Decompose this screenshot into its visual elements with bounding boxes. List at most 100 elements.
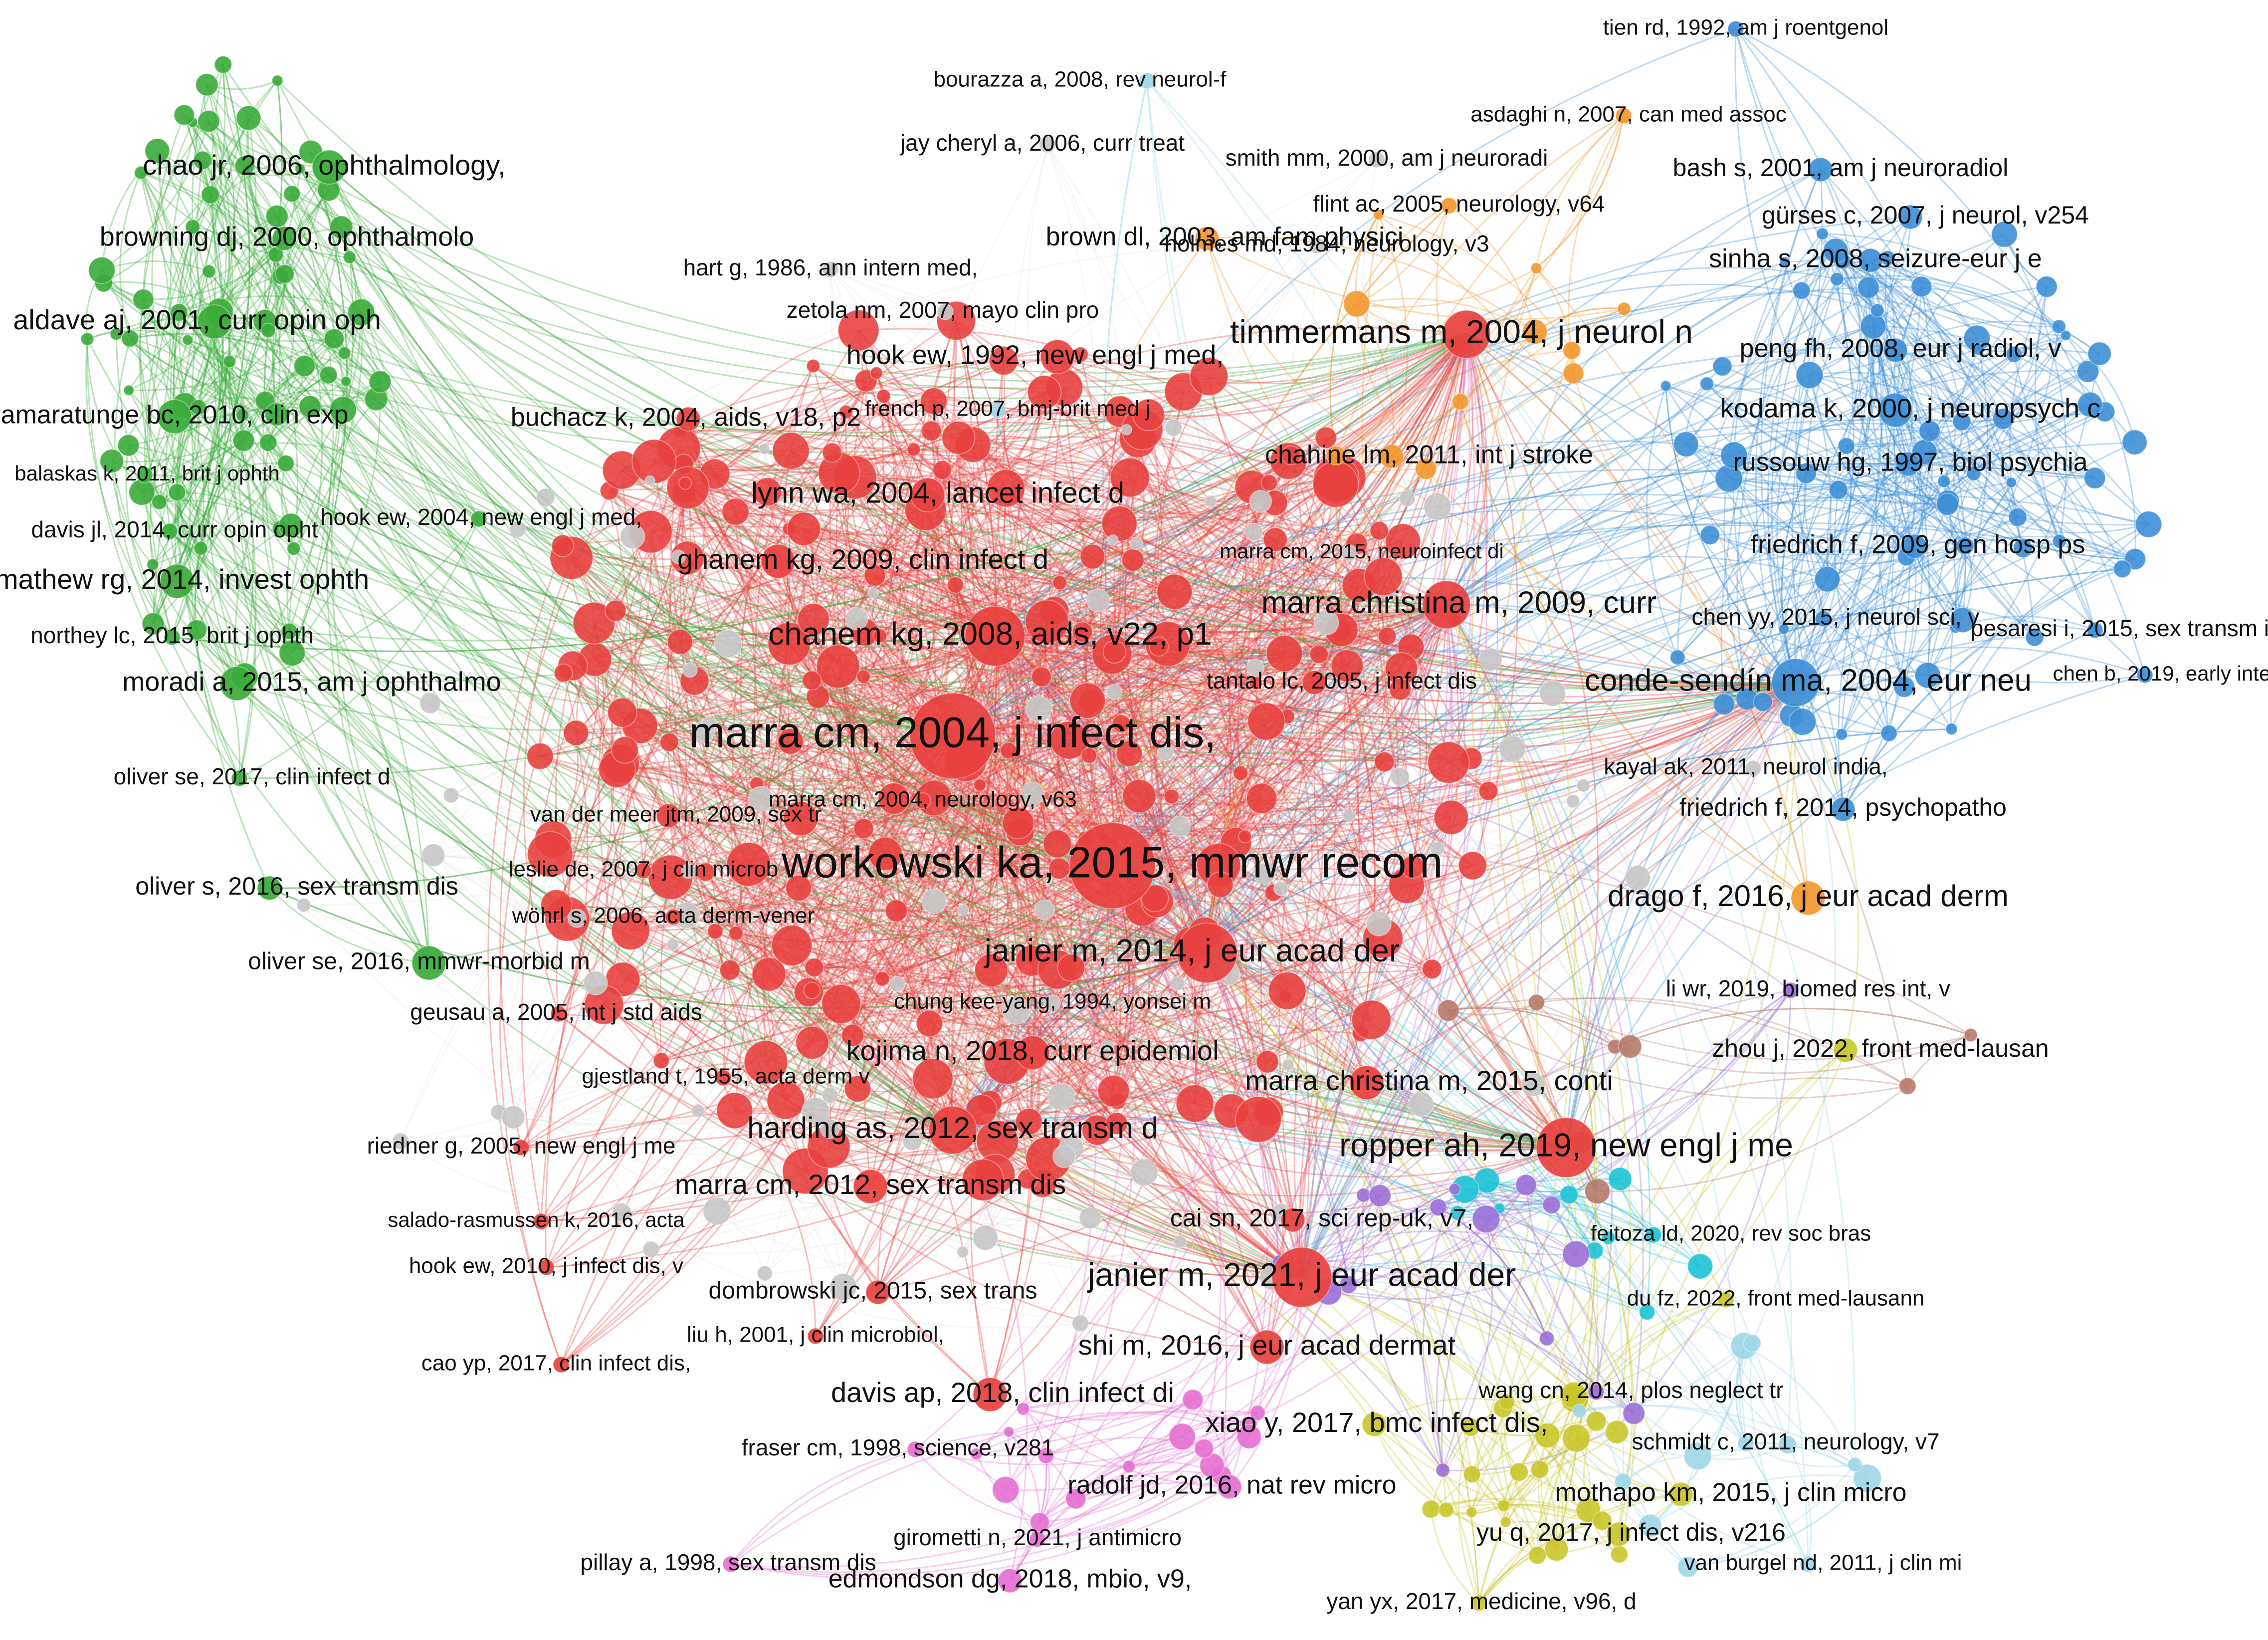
citation-link — [1206, 952, 1447, 1510]
network-node — [1788, 707, 1817, 736]
citation-link — [789, 643, 1206, 935]
citation-link — [609, 421, 1336, 491]
citation-link — [1206, 334, 2066, 953]
citation-link — [198, 407, 256, 779]
citation-link — [1301, 1276, 1480, 1604]
citation-link — [1056, 356, 1241, 773]
citation-link — [789, 360, 1004, 529]
citation-link — [952, 735, 1575, 1396]
network-node — [1936, 492, 1959, 516]
network-node — [283, 185, 301, 203]
citation-link — [952, 728, 1952, 1131]
network-node — [1233, 765, 1248, 781]
network-node — [1390, 767, 1410, 787]
citation-link — [1023, 1408, 1230, 1488]
citation-link — [267, 374, 329, 443]
citation-link — [1436, 1218, 1487, 1470]
citation-link — [1288, 461, 1343, 630]
citation-link — [1425, 469, 1809, 899]
citation-link — [1378, 214, 1573, 351]
citation-link — [208, 121, 479, 520]
citation-link — [621, 1211, 1081, 1329]
node-label: friedrich f, 2009, gen hosp ps — [1751, 530, 2085, 559]
citation-link — [1207, 952, 1504, 1408]
citation-link — [143, 299, 205, 549]
citation-link — [1054, 610, 1342, 648]
citation-link — [930, 431, 1303, 1278]
citation-link — [679, 431, 1796, 698]
citation-link — [1500, 1408, 1538, 1556]
citation-link — [209, 194, 298, 549]
citation-link — [1146, 80, 1788, 1445]
citation-link — [101, 150, 158, 270]
network-node — [501, 1105, 525, 1130]
citation-link — [952, 865, 1220, 1131]
citation-link — [1466, 333, 1804, 722]
citation-link — [1374, 1398, 1507, 1425]
citation-link — [653, 461, 791, 742]
citation-link — [1023, 1408, 1130, 1467]
citation-link — [593, 623, 1032, 961]
network-node — [563, 719, 590, 746]
citation-link — [764, 692, 1115, 1274]
citation-link — [111, 414, 277, 463]
network-node — [197, 110, 220, 133]
citation-link — [1348, 1184, 1527, 1286]
citation-link — [1378, 214, 1809, 899]
citation-link — [1356, 303, 1427, 469]
citation-link — [1465, 334, 1796, 684]
citation-link — [862, 556, 1093, 678]
citation-link — [1820, 169, 2036, 638]
citation-link — [1057, 969, 1567, 1149]
citation-link — [236, 518, 480, 685]
citation-link — [1822, 618, 1928, 676]
citation-link — [1425, 468, 1796, 684]
citation-link — [1535, 267, 1809, 899]
citation-link — [1665, 385, 1956, 629]
citation-link — [1443, 267, 1537, 605]
citation-link — [1053, 610, 1259, 1120]
citation-link — [1120, 333, 1467, 417]
node-label: hook ew, 2004, new engl j med, — [321, 504, 642, 530]
citation-link — [1027, 585, 1360, 1180]
citation-link — [1192, 604, 1448, 1401]
network-node — [1369, 521, 1389, 541]
node-label: fraser cm, 1998, science, v281 — [742, 1434, 1054, 1460]
citation-link — [952, 568, 2123, 1131]
citation-link — [349, 256, 1447, 607]
citation-link — [811, 680, 1208, 954]
citation-link — [174, 216, 278, 582]
citation-link — [1569, 1194, 1654, 1236]
citation-link — [1039, 1435, 1183, 1523]
node-label: dombrowski jc, 2015, sex trans — [709, 1278, 1037, 1304]
citation-link — [291, 194, 362, 313]
citation-link — [184, 114, 1567, 1149]
network-node — [1204, 494, 1217, 508]
network-node — [369, 370, 392, 394]
citation-link — [1254, 552, 1350, 668]
citation-link — [789, 643, 1029, 1179]
citation-link — [116, 333, 1113, 867]
network-node — [1169, 815, 1191, 838]
network-node — [1498, 735, 1526, 763]
node-label: lynn wa, 2004, lancet infect d — [751, 476, 1124, 509]
citation-link — [1189, 482, 1270, 953]
citation-link — [142, 299, 293, 654]
network-node — [1378, 627, 1397, 646]
network-node — [1033, 899, 1055, 921]
citation-link — [172, 636, 1567, 1149]
citation-link — [1137, 438, 1319, 1278]
node-label: timmermans m, 2004, j neurol n — [1230, 313, 1693, 350]
citation-link — [808, 360, 1006, 993]
citation-link — [934, 604, 1447, 799]
citation-link — [1842, 260, 1974, 474]
citation-link — [1141, 429, 1348, 667]
network-node — [1368, 1184, 1392, 1207]
citation-link — [192, 151, 311, 228]
citation-link — [244, 165, 953, 1131]
citation-link — [183, 115, 953, 1131]
citation-link — [1328, 1195, 1381, 1293]
citation-link — [1206, 503, 1948, 953]
citation-link — [1009, 865, 1137, 1581]
network-node — [884, 899, 908, 923]
